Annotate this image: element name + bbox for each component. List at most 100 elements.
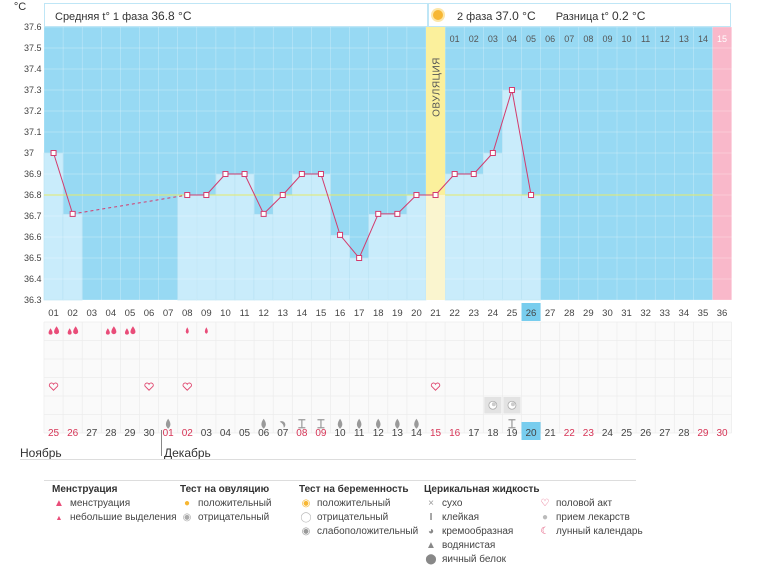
cycle-day-label: 19 <box>392 308 403 319</box>
cycle-day-label: 30 <box>602 308 613 319</box>
heart-icon <box>144 382 154 391</box>
date-label: 21 <box>545 428 557 439</box>
cycle-day-label: 21 <box>430 308 441 319</box>
cycle-day-label: 28 <box>564 308 575 319</box>
heart-icon: ♡ <box>540 498 550 509</box>
menstruation-icon <box>130 326 136 335</box>
y-tick-label: 36.3 <box>24 295 42 305</box>
temperature-line-segment <box>396 194 417 215</box>
watery-icon <box>337 418 343 429</box>
phase2-day-label: 10 <box>622 34 632 44</box>
phase2-label: 2 фаза <box>457 11 493 23</box>
phase2-value: 37.0 °C <box>495 9 536 23</box>
sticky-icon <box>317 419 325 429</box>
date-label: 30 <box>143 428 155 439</box>
phase1-label: Средняя t° 1 фаза <box>55 11 149 23</box>
diff-label: Разница t° <box>555 11 609 23</box>
temperature-point <box>375 210 382 217</box>
temperature-point <box>69 210 76 217</box>
y-tick-label: 36.8 <box>24 190 42 200</box>
date-label: 11 <box>354 428 365 439</box>
legend-cervical-fluid-title: Церикальная жидкость <box>424 484 540 495</box>
pregnancy-positive-icon: ◉ <box>301 498 311 509</box>
cycle-day-label: 26 <box>526 308 537 319</box>
date-label: 29 <box>697 428 709 439</box>
temperature-point <box>337 231 344 238</box>
menstruation-icon <box>73 326 79 335</box>
y-tick-label: 37.6 <box>24 22 42 32</box>
phase2-day-label: 05 <box>526 34 536 44</box>
sticky-icon <box>298 419 306 429</box>
legend-item: × сухо <box>424 497 540 511</box>
temperature-line-segment <box>320 173 341 236</box>
phase1-value: 36.8 °C <box>151 9 192 23</box>
y-axis-unit: °C <box>14 1 26 13</box>
temperature-point <box>432 192 439 198</box>
date-label: 05 <box>239 428 251 439</box>
phase2-day-labels: 01 02 03 04 05 06 07 08 09 10 11 12 13 14 15 <box>450 34 727 44</box>
temperature-bar <box>62 213 83 301</box>
cycle-day-label: 15 <box>316 308 327 319</box>
next-period-column <box>712 27 732 300</box>
temperature-bar <box>482 152 503 301</box>
temperature-line-segment <box>358 213 379 259</box>
menstruation-icon <box>124 328 129 335</box>
cycle-day-label: 18 <box>373 308 384 319</box>
cycle-day-label: 22 <box>449 308 460 319</box>
temperature-line-segment <box>339 234 360 259</box>
y-tick-label: 36.4 <box>24 274 42 284</box>
spotting-icon: ▲ <box>55 515 63 522</box>
cycle-day-label: 36 <box>717 308 728 319</box>
menstruation-icon <box>67 328 72 335</box>
pill-icon: ● <box>541 512 549 523</box>
ovulation-marker: ОВУЛЯЦИЯ <box>426 27 446 300</box>
date-label: 19 <box>506 428 518 439</box>
date-labels: 25 26 27 28 29 30 01 02 03 04 05 06 07 08 09 10 11 12 13 14… <box>48 422 728 440</box>
legend-item: ▲ небольшие выделения <box>52 511 177 525</box>
temperature-bar <box>368 213 389 301</box>
temperature-point <box>413 192 420 198</box>
temperature-point <box>470 171 477 177</box>
temperature-points <box>50 87 535 261</box>
temperature-point <box>528 192 535 198</box>
date-label: 26 <box>67 428 79 439</box>
legend-pregnancy-test: Тест на беременность ◉ положительный ◯ отр… <box>299 483 418 539</box>
date-label: 09 <box>315 428 327 439</box>
legend-other: . ♡половой акт ●прием лекарств ☾лунный к… <box>538 483 643 539</box>
temperature-bar <box>406 194 427 301</box>
phase2-day-label: 06 <box>545 34 555 44</box>
legend-item: ◉ отрицательный <box>180 511 271 525</box>
ovulation-column <box>426 27 446 195</box>
phase1-average: Средняя t° 1 фаза 36.8 °C <box>44 3 428 27</box>
legend: Менструация ▲ менструация ▲ небольшие выде… <box>44 480 643 587</box>
month-second: Декабрь <box>164 446 211 460</box>
pregnancy-weak-icon: ◉ <box>301 526 311 537</box>
temperature-line-segment <box>435 173 456 196</box>
watery-icon: ▲ <box>426 540 436 551</box>
temperature-bar <box>330 234 350 301</box>
phase2-day-label: 09 <box>602 34 612 44</box>
month-separator <box>161 430 162 456</box>
spotting-icon <box>204 327 208 334</box>
legend-ovulation-test: Тест на овуляцию ● положительный ◉ отрицат… <box>180 483 271 525</box>
temperature-line-segment <box>492 89 513 154</box>
date-label: 18 <box>487 428 499 439</box>
date-label: 14 <box>411 428 423 439</box>
temperature-bar <box>196 194 217 301</box>
phase2-info: 2 фаза 37.0 °C Разница t° 0.2 °C <box>428 3 731 27</box>
cycle-day-label: 33 <box>659 308 670 319</box>
phase2-day-label: 08 <box>583 34 593 44</box>
legend-item: ♡ половой акт <box>538 497 643 511</box>
date-label: 25 <box>48 428 60 439</box>
temperature-bar <box>272 194 293 301</box>
ovulation-negative-icon: ◉ <box>182 512 192 523</box>
temperature-line <box>53 89 532 259</box>
legend-ovulation-test-title: Тест на овуляцию <box>180 484 270 495</box>
temperature-line-segment <box>205 173 226 196</box>
y-tick-label: 37.3 <box>24 85 42 95</box>
temperature-point <box>279 192 286 198</box>
symptom-grid <box>43 321 732 434</box>
phase2-day-label: 03 <box>488 34 498 44</box>
y-tick-label: 36.5 <box>24 253 42 263</box>
